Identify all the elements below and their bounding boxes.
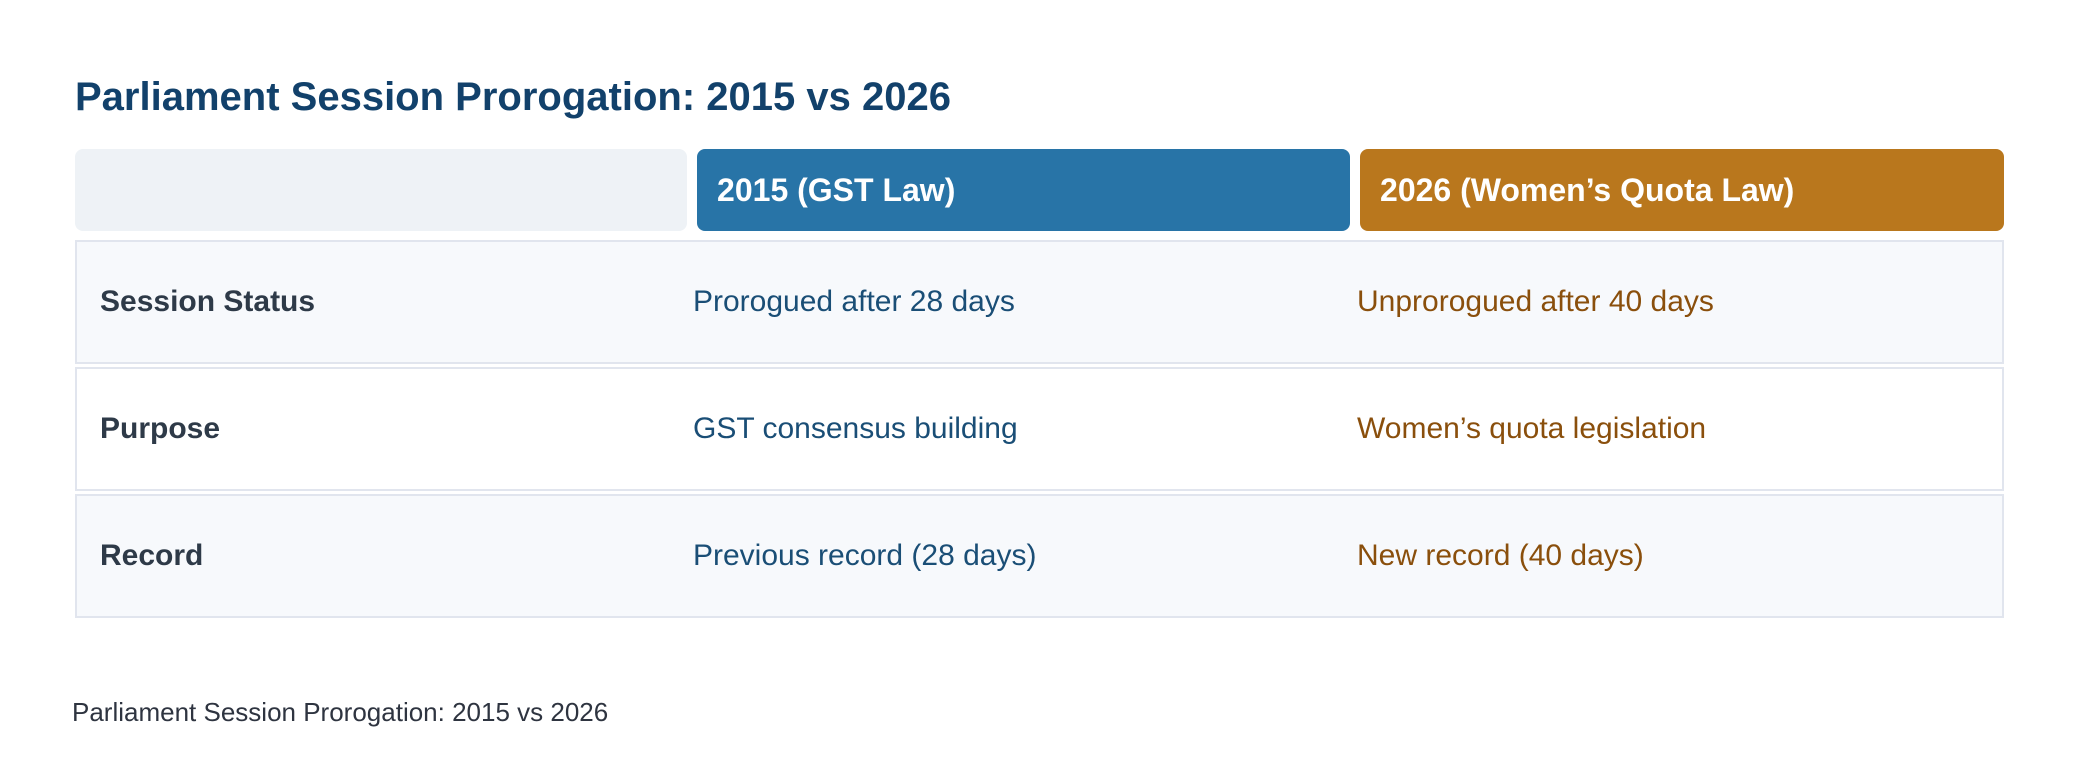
cell-2026: New record (40 days) xyxy=(1357,539,1644,572)
table-row: Session Status Prorogued after 28 days U… xyxy=(75,240,2004,364)
row-label: Record xyxy=(100,539,204,572)
cell-2015: GST consensus building xyxy=(693,412,1018,445)
cell-2026: Women’s quota legislation xyxy=(1357,412,1707,445)
table-row: Record Previous record (28 days) New rec… xyxy=(75,494,2004,618)
comparison-table: 2015 (GST Law) 2026 (Women’s Quota Law) … xyxy=(75,149,2004,621)
header-2026: 2026 (Women’s Quota Law) xyxy=(1360,149,2004,231)
row-label: Purpose xyxy=(100,412,221,445)
table-row: Purpose GST consensus building Women’s q… xyxy=(75,367,2004,491)
row-label: Session Status xyxy=(100,285,316,318)
figure-caption: Parliament Session Prorogation: 2015 vs … xyxy=(72,697,609,727)
cell-2015: Previous record (28 days) xyxy=(693,539,1037,572)
cell-2015: Prorogued after 28 days xyxy=(693,285,1015,318)
table-header-row: 2015 (GST Law) 2026 (Women’s Quota Law) xyxy=(75,149,2004,231)
cell-2026: Unprorogued after 40 days xyxy=(1357,285,1714,318)
page-title: Parliament Session Prorogation: 2015 vs … xyxy=(75,75,951,119)
header-blank-cell xyxy=(75,149,688,231)
header-2015: 2015 (GST Law) xyxy=(697,149,1351,231)
